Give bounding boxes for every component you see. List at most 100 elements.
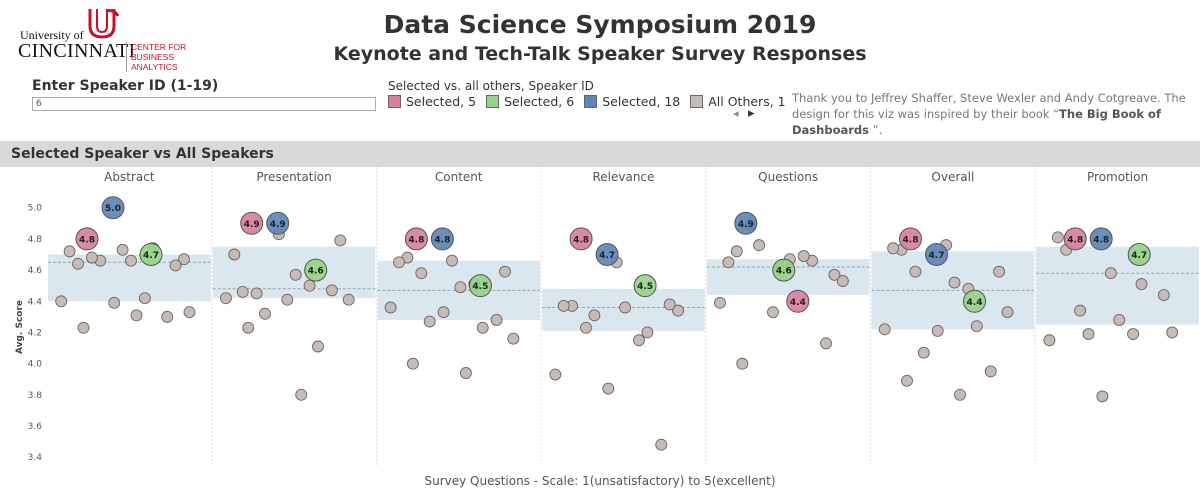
page-title: Data Science Symposium 2019	[383, 10, 817, 39]
speaker-id-label: Enter Speaker ID (1-19)	[32, 78, 219, 94]
point-other	[312, 340, 324, 353]
point-other	[984, 365, 997, 378]
point-selected-18	[734, 211, 758, 235]
data-label-5: 4.8	[1067, 235, 1083, 245]
point-other	[619, 301, 632, 314]
point-other	[655, 438, 668, 451]
section-title: Selected Speaker vs All Speakers	[11, 146, 274, 162]
point-other	[633, 334, 645, 347]
data-label-5: 4.4	[790, 298, 806, 308]
x-axis-label: Survey Questions - Scale: 1(unsatisfacto…	[424, 474, 776, 488]
point-other	[1113, 314, 1126, 326]
data-label-18: 4.8	[1093, 235, 1109, 245]
point-other	[878, 323, 891, 336]
point-other	[1082, 328, 1095, 340]
legend-swatch-selected-5	[388, 95, 401, 108]
point-other	[393, 256, 405, 269]
point-other	[557, 299, 570, 312]
y-tick-label: 4.4	[28, 297, 43, 307]
point-selected-5	[1063, 227, 1087, 251]
point-other	[295, 388, 308, 401]
legend-label-selected-18: Selected, 18	[602, 94, 681, 109]
logo-university-of: University of	[20, 28, 84, 42]
point-other	[1157, 289, 1170, 301]
point-selected-18	[430, 227, 454, 251]
point-other	[753, 239, 766, 252]
point-other	[1074, 304, 1087, 317]
point-other	[228, 248, 241, 261]
point-other	[125, 254, 137, 267]
point-other	[423, 315, 436, 328]
legend-item-selected-6[interactable]: Selected, 6	[486, 94, 574, 109]
point-other	[828, 268, 841, 281]
point-selected-6	[139, 242, 163, 266]
point-other	[954, 388, 966, 401]
column-header-content: Content	[435, 170, 483, 184]
point-selected-5	[569, 227, 593, 251]
point-other	[138, 292, 151, 305]
legend-title: Selected vs. all others, Speaker ID	[388, 79, 594, 93]
data-label-18: 4.7	[599, 251, 615, 261]
data-label-6: 4.7	[1131, 251, 1147, 261]
book-title[interactable]: The Big Book of Dashboards	[792, 107, 1161, 137]
speaker-id-input[interactable]: 6	[32, 97, 376, 111]
legend-item-selected-18[interactable]: Selected, 18	[584, 94, 680, 109]
point-other	[490, 314, 503, 326]
acknowledgement-text: Thank you to Jeffrey Shaffer, Steve Wexl…	[792, 90, 1196, 138]
logo-cincinnati: CINCINNATI	[18, 40, 136, 62]
point-other	[325, 284, 338, 297]
point-selected-6	[468, 274, 492, 298]
point-other	[250, 287, 263, 300]
data-label-18: 4.9	[738, 220, 754, 230]
point-selected-5	[786, 289, 810, 313]
point-other	[178, 253, 190, 266]
pager-next-icon[interactable]: ▸	[748, 106, 755, 121]
point-other	[641, 326, 654, 339]
point-other	[549, 368, 562, 381]
point-selected-18	[925, 242, 948, 266]
column-header-presentation: Presentation	[256, 170, 331, 184]
pager-prev-icon[interactable]: ◂	[733, 107, 739, 120]
legend-label-selected-6: Selected, 6	[504, 94, 575, 109]
point-selected-5	[899, 227, 922, 251]
legend-swatch-all-others	[690, 95, 704, 108]
point-other	[108, 296, 121, 309]
data-label-18: 5.0	[105, 204, 121, 214]
point-other	[970, 320, 983, 333]
y-tick-label: 5.0	[28, 204, 43, 214]
point-selected-18	[101, 196, 125, 220]
point-other	[85, 251, 98, 264]
section-header-bar	[0, 141, 1200, 167]
column-header-overall: Overall	[931, 170, 974, 184]
point-other	[437, 306, 450, 319]
y-tick-label: 4.6	[28, 266, 43, 276]
point-other	[161, 310, 174, 323]
legend-item-all-others[interactable]: All Others, 1	[690, 94, 786, 109]
point-other	[334, 234, 347, 247]
point-other	[797, 250, 810, 263]
point-other	[1001, 306, 1014, 319]
data-label-5: 4.8	[573, 235, 589, 245]
point-selected-18	[266, 211, 290, 235]
point-other	[406, 357, 419, 370]
data-label-18: 4.9	[270, 220, 286, 230]
legend-label-all-others: All Others, 1	[708, 94, 786, 109]
point-other	[820, 337, 832, 350]
point-other	[289, 268, 302, 281]
point-other	[236, 285, 249, 298]
point-selected-6	[1127, 242, 1151, 266]
point-selected-18	[595, 242, 619, 266]
point-other	[454, 281, 467, 294]
legend: Selected, 5 Selected, 6 Selected, 18 All…	[388, 94, 796, 109]
logo-center: CENTER FOR BUSINESS ANALYTICS	[126, 42, 214, 72]
legend-item-selected-5[interactable]: Selected, 5	[388, 94, 476, 109]
point-other	[77, 321, 90, 334]
point-other	[1104, 267, 1117, 280]
point-other	[116, 243, 129, 256]
y-tick-label: 3.8	[28, 391, 43, 401]
point-other	[948, 276, 961, 289]
point-other	[767, 306, 779, 319]
point-other	[588, 309, 601, 322]
point-other	[242, 321, 255, 334]
reference-band-promotion	[1036, 246, 1199, 325]
